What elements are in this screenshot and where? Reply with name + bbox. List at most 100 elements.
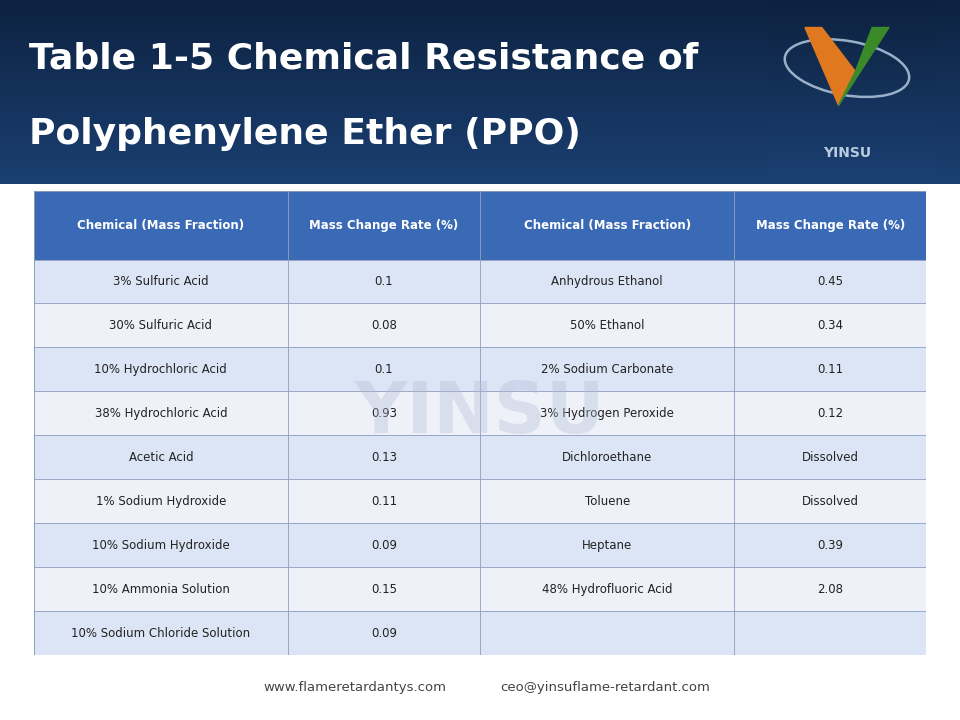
- Bar: [34, 611, 288, 655]
- Bar: [734, 348, 926, 392]
- Bar: [768, 94, 936, 97]
- Bar: [0, 153, 960, 156]
- Bar: [768, 137, 936, 140]
- Text: Acetic Acid: Acetic Acid: [129, 451, 193, 464]
- Text: 10% Ammonia Solution: 10% Ammonia Solution: [92, 582, 229, 595]
- Bar: [0, 0, 960, 3]
- Polygon shape: [839, 27, 889, 105]
- Text: Polyphenylene Ether (PPO): Polyphenylene Ether (PPO): [29, 117, 581, 151]
- Bar: [0, 9, 960, 12]
- Bar: [768, 44, 936, 47]
- Bar: [768, 106, 936, 109]
- Bar: [0, 49, 960, 52]
- Text: Dissolved: Dissolved: [802, 495, 859, 508]
- Bar: [0, 71, 960, 73]
- Bar: [768, 22, 936, 24]
- Bar: [34, 304, 288, 348]
- Bar: [0, 46, 960, 49]
- Bar: [0, 132, 960, 135]
- Text: 3% Sulfuric Acid: 3% Sulfuric Acid: [113, 275, 208, 288]
- Bar: [480, 348, 734, 392]
- Text: 38% Hydrochloric Acid: 38% Hydrochloric Acid: [94, 407, 228, 420]
- Bar: [768, 117, 936, 120]
- Bar: [0, 86, 960, 89]
- Bar: [0, 98, 960, 101]
- Text: 30% Sulfuric Acid: 30% Sulfuric Acid: [109, 319, 212, 332]
- Bar: [768, 125, 936, 128]
- Bar: [480, 392, 734, 436]
- Bar: [768, 151, 936, 154]
- Bar: [768, 19, 936, 22]
- Bar: [768, 114, 936, 117]
- Bar: [734, 392, 926, 436]
- Text: 0.45: 0.45: [817, 275, 844, 288]
- Bar: [288, 567, 480, 611]
- Bar: [0, 162, 960, 166]
- Bar: [0, 37, 960, 40]
- Text: Mass Change Rate (%): Mass Change Rate (%): [756, 219, 905, 232]
- Bar: [0, 171, 960, 174]
- Bar: [0, 12, 960, 15]
- Text: 0.34: 0.34: [817, 319, 844, 332]
- Bar: [34, 348, 288, 392]
- Bar: [734, 567, 926, 611]
- Text: 0.09: 0.09: [371, 626, 397, 639]
- Text: YINSU: YINSU: [355, 379, 605, 448]
- Bar: [768, 10, 936, 13]
- Bar: [0, 3, 960, 6]
- Text: 0.09: 0.09: [371, 539, 397, 552]
- Bar: [0, 159, 960, 162]
- Bar: [0, 104, 960, 107]
- Bar: [0, 95, 960, 98]
- Bar: [768, 123, 936, 125]
- Bar: [768, 157, 936, 160]
- Bar: [34, 191, 288, 259]
- Text: Dissolved: Dissolved: [802, 451, 859, 464]
- Bar: [0, 110, 960, 113]
- Bar: [0, 79, 960, 83]
- Bar: [768, 81, 936, 84]
- Bar: [768, 60, 936, 63]
- Bar: [34, 523, 288, 567]
- Bar: [768, 168, 936, 171]
- Bar: [768, 128, 936, 131]
- Bar: [768, 134, 936, 137]
- Bar: [768, 91, 936, 94]
- Bar: [768, 47, 936, 50]
- Bar: [768, 75, 936, 78]
- Bar: [768, 66, 936, 69]
- Bar: [480, 567, 734, 611]
- Bar: [768, 112, 936, 114]
- Text: Heptane: Heptane: [582, 539, 633, 552]
- Bar: [288, 480, 480, 523]
- Bar: [288, 523, 480, 567]
- Text: 1% Sodium Hydroxide: 1% Sodium Hydroxide: [96, 495, 226, 508]
- Bar: [0, 107, 960, 110]
- Bar: [734, 191, 926, 259]
- Bar: [0, 67, 960, 71]
- Bar: [768, 78, 936, 81]
- Bar: [480, 480, 734, 523]
- Text: 0.11: 0.11: [817, 363, 844, 376]
- Text: YINSU: YINSU: [823, 145, 871, 160]
- Bar: [768, 35, 936, 38]
- Bar: [0, 113, 960, 116]
- Bar: [0, 40, 960, 43]
- Bar: [0, 64, 960, 68]
- Bar: [768, 53, 936, 55]
- Bar: [0, 22, 960, 24]
- Bar: [0, 61, 960, 64]
- Bar: [288, 392, 480, 436]
- Text: 3% Hydrogen Peroxide: 3% Hydrogen Peroxide: [540, 407, 674, 420]
- Bar: [0, 177, 960, 181]
- Bar: [768, 63, 936, 66]
- Bar: [0, 166, 960, 168]
- Bar: [0, 15, 960, 18]
- Bar: [768, 27, 936, 30]
- Text: ceo@yinsuflame-retardant.com: ceo@yinsuflame-retardant.com: [500, 681, 709, 694]
- Text: 0.93: 0.93: [371, 407, 397, 420]
- Bar: [0, 174, 960, 177]
- Bar: [768, 13, 936, 16]
- Bar: [768, 103, 936, 106]
- Bar: [0, 141, 960, 144]
